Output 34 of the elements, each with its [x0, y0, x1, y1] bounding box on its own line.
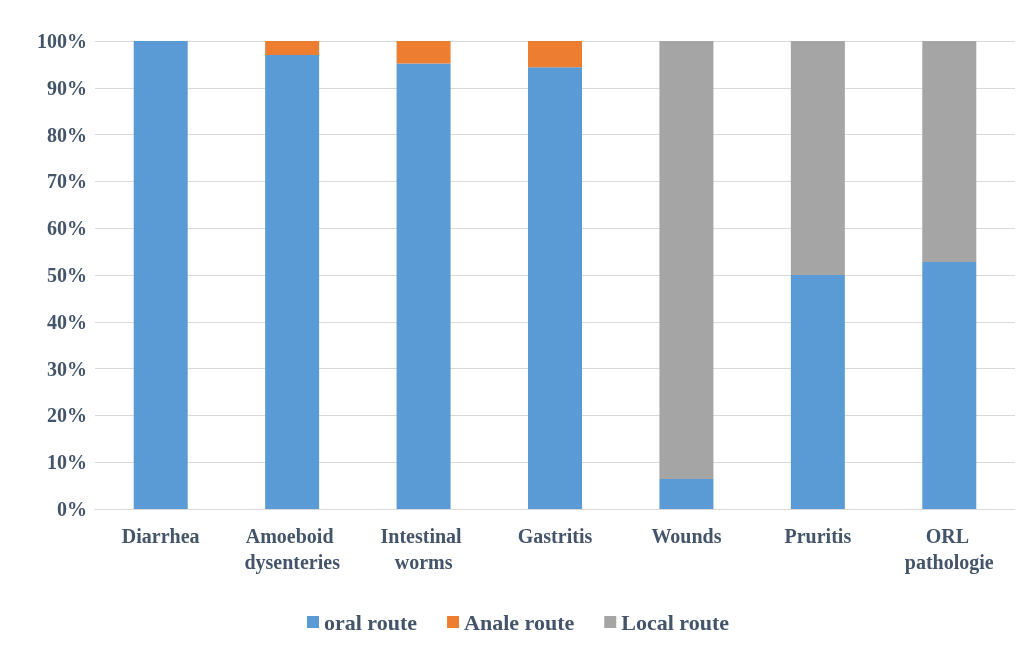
bar	[265, 55, 320, 509]
y-tick-label: 10%	[47, 451, 87, 474]
bar	[528, 67, 582, 509]
x-tick-label: Diarrhea	[121, 525, 200, 547]
y-tick-label: 30%	[47, 357, 87, 380]
bar	[922, 41, 977, 262]
y-tick-label: 40%	[47, 310, 87, 333]
bar	[133, 41, 188, 509]
bar	[659, 41, 714, 480]
bar	[659, 479, 714, 509]
y-tick-label: 60%	[47, 217, 87, 240]
bar	[396, 41, 451, 64]
bar	[790, 41, 845, 275]
bar	[922, 261, 977, 509]
y-tick-label: 0%	[57, 498, 87, 520]
legend-label: oral route	[324, 609, 418, 635]
bar	[396, 63, 451, 509]
bar	[528, 41, 582, 68]
legend-label: Local route	[621, 609, 730, 635]
y-tick-label: 70%	[47, 170, 87, 193]
x-tick-label: Amoeboid dysenteries	[244, 525, 341, 574]
y-tick-label: 80%	[47, 123, 87, 146]
y-tick-label: 50%	[47, 264, 87, 286]
x-tick-label: Gastritis	[517, 525, 593, 547]
y-tick-label: 20%	[47, 404, 87, 427]
legend-label: Anale route	[464, 609, 575, 635]
x-tick-label: ORL pathologie	[904, 525, 994, 574]
bar	[265, 41, 320, 56]
x-tick-label: Wounds	[651, 525, 722, 547]
bar	[790, 275, 845, 509]
y-tick-label: 100%	[37, 30, 87, 52]
x-tick-label: Intestinal worms	[380, 525, 467, 573]
x-tick-label: Pruritis	[784, 525, 852, 547]
y-tick-label: 90%	[47, 76, 87, 99]
